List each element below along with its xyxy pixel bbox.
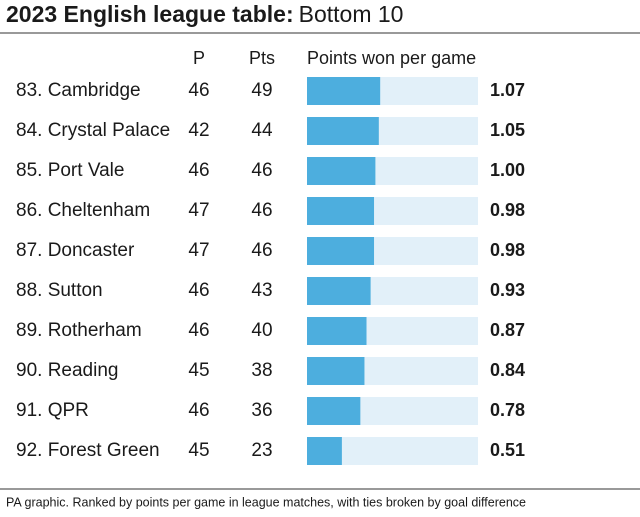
played: 45 — [188, 360, 209, 381]
points: 38 — [251, 360, 272, 381]
team-name: 89. Rotherham — [16, 320, 142, 341]
bar — [307, 437, 342, 465]
points: 23 — [251, 440, 272, 461]
team-name: 87. Doncaster — [16, 240, 135, 261]
bar — [307, 197, 375, 225]
bar — [307, 157, 376, 185]
points: 46 — [251, 200, 272, 221]
bar — [307, 397, 361, 425]
points: 36 — [251, 400, 272, 421]
played: 42 — [188, 120, 209, 141]
played: 47 — [188, 240, 209, 261]
points: 46 — [251, 160, 272, 181]
team-name: 86. Cheltenham — [16, 200, 150, 221]
bar — [307, 357, 365, 385]
played: 46 — [188, 280, 209, 301]
value-label: 1.07 — [490, 80, 525, 100]
title-rest: Bottom 10 — [299, 1, 404, 27]
value-label: 0.78 — [490, 400, 525, 420]
column-header: Pts — [249, 48, 275, 68]
team-name: 88. Sutton — [16, 280, 103, 301]
bar — [307, 317, 367, 345]
points: 49 — [251, 80, 272, 101]
points: 43 — [251, 280, 272, 301]
played: 46 — [188, 160, 209, 181]
played: 45 — [188, 440, 209, 461]
column-header: Points won per game — [307, 48, 476, 68]
bar — [307, 277, 371, 305]
chart-title: 2023 English league table: Bottom 10 — [6, 1, 403, 27]
played: 47 — [188, 200, 209, 221]
value-label: 0.87 — [490, 320, 525, 340]
bar — [307, 237, 375, 265]
team-name: 84. Crystal Palace — [16, 120, 170, 141]
title-bold: 2023 English league table: — [6, 1, 294, 27]
value-label: 0.98 — [490, 240, 525, 260]
team-name: 90. Reading — [16, 360, 118, 381]
footnote: PA graphic. Ranked by points per game in… — [6, 495, 526, 509]
value-label: 1.05 — [490, 120, 525, 140]
team-name: 85. Port Vale — [16, 160, 124, 181]
points: 40 — [251, 320, 272, 341]
column-header: P — [193, 48, 205, 68]
value-label: 0.51 — [490, 440, 525, 460]
points: 46 — [251, 240, 272, 261]
played: 46 — [188, 80, 209, 101]
played: 46 — [188, 320, 209, 341]
value-label: 0.84 — [490, 360, 525, 380]
value-label: 0.93 — [490, 280, 525, 300]
played: 46 — [188, 400, 209, 421]
points: 44 — [251, 120, 273, 141]
bar — [307, 77, 381, 105]
bar — [307, 117, 379, 145]
value-label: 1.00 — [490, 160, 525, 180]
team-name: 92. Forest Green — [16, 440, 160, 461]
value-label: 0.98 — [490, 200, 525, 220]
team-name: 83. Cambridge — [16, 80, 141, 101]
team-name: 91. QPR — [16, 400, 89, 421]
